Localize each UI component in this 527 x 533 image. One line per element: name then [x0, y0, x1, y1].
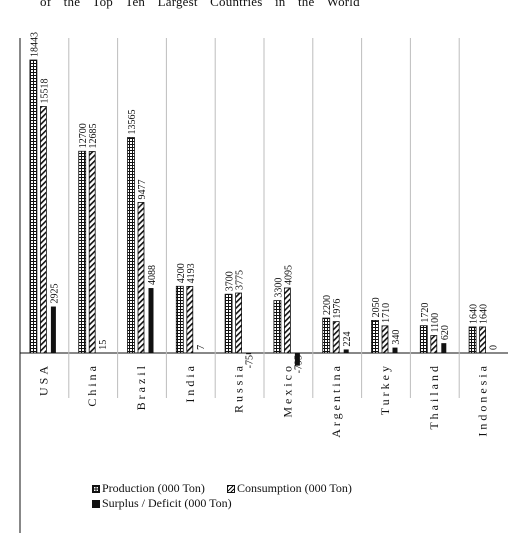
category-label-usa: USA: [36, 363, 50, 396]
bar-consumption-usa: [40, 106, 47, 354]
value-label: 12685: [88, 123, 99, 148]
value-label: 3700: [225, 271, 236, 291]
bar-surplus-brazil: [148, 288, 154, 353]
value-label: 3300: [273, 278, 284, 298]
value-label: 1720: [420, 303, 431, 323]
value-label: 15518: [39, 78, 50, 103]
bar-production-indonesia: [468, 326, 477, 354]
chart-title-fragment: of the Top Ten Largest Countries in the …: [40, 0, 360, 9]
bar-production-brazil: [127, 137, 135, 354]
value-label: 2925: [49, 284, 60, 304]
category-label-indonesia: Indonesia: [476, 363, 490, 437]
value-label: 9477: [137, 179, 148, 199]
bar-surplus-thailand: [441, 343, 447, 353]
bar-surplus-indonesia: [490, 353, 496, 354]
category-label-china: China: [85, 363, 99, 407]
category-label-argentina: Argentina: [329, 363, 343, 438]
bar-production-mexico: [273, 300, 282, 354]
bar-production-russia: [224, 293, 233, 354]
category-label-india: India: [183, 363, 197, 403]
value-label: 2050: [371, 297, 382, 317]
value-label: 224: [342, 331, 353, 346]
bar-surplus-usa: [50, 306, 56, 353]
value-label: 18443: [29, 32, 40, 57]
value-label: 12700: [78, 123, 89, 148]
value-label: 1710: [381, 303, 392, 323]
value-label: 1100: [430, 313, 441, 333]
bar-surplus-mexico: [294, 353, 300, 366]
category-label-russia: Russia: [232, 363, 246, 413]
value-label: 4095: [283, 265, 294, 285]
value-label: 15: [98, 340, 109, 350]
value-label: -795: [293, 355, 304, 373]
value-label: 2200: [322, 295, 333, 315]
value-label: 1640: [469, 304, 480, 324]
legend-label-consumption: Consumption (000 Ton): [236, 481, 352, 495]
bar-surplus-russia: [246, 353, 252, 355]
legend-label-production: Production (000 Ton): [102, 481, 205, 495]
bar-consumption-thailand: [430, 335, 438, 354]
bar-consumption-russia: [235, 292, 243, 354]
legend: Production (000 Ton) Consumption (000 To…: [92, 481, 352, 511]
bar-production-china: [78, 150, 87, 354]
bar-surplus-turkey: [392, 347, 398, 353]
bar-production-india: [175, 285, 184, 354]
bar-production-thailand: [419, 325, 428, 354]
bar-production-usa: [29, 59, 38, 354]
legend-swatch-consumption: [226, 484, 235, 493]
bar-production-argentina: [322, 317, 331, 354]
bar-consumption-turkey: [381, 325, 389, 354]
bar-surplus-india: [197, 352, 203, 354]
bar-consumption-brazil: [137, 202, 145, 354]
value-label: 4200: [176, 263, 187, 283]
value-label: -75: [245, 355, 256, 368]
bar-surplus-china: [99, 352, 105, 354]
value-label: 620: [440, 325, 451, 340]
value-label: 340: [391, 330, 402, 345]
bar-surplus-argentina: [343, 349, 349, 353]
bar-consumption-argentina: [332, 321, 340, 354]
bar-consumption-india: [186, 285, 194, 354]
value-label: 4088: [147, 265, 158, 285]
legend-swatch-surplus: [92, 499, 100, 508]
bar-consumption-china: [88, 151, 96, 354]
bars-layer: [29, 59, 496, 366]
bar-production-turkey: [371, 320, 379, 354]
value-labels-layer: 18443 15518 2925 12700 12685 15 13565 9477 4088 4…: [29, 32, 499, 373]
category-label-mexico: Mexico: [280, 363, 294, 418]
value-label: 3775: [235, 270, 246, 290]
value-label: 13565: [127, 109, 138, 134]
category-label-turkey: Turkey: [378, 363, 392, 415]
category-labels-layer: USA China Brazil India Russia Mexico Argentina…: [36, 363, 489, 438]
value-label: 7: [196, 345, 207, 350]
category-label-thailand: Thailand: [427, 363, 441, 430]
bar-consumption-mexico: [283, 287, 291, 354]
value-label: 1640: [479, 304, 490, 324]
legend-swatch-production: [92, 484, 100, 493]
bar-consumption-indonesia: [479, 326, 487, 354]
value-label: 4193: [186, 263, 197, 283]
value-label: 0: [489, 345, 500, 350]
value-label: 1976: [332, 299, 343, 319]
legend-label-surplus: Surplus / Deficit (000 Ton): [102, 496, 232, 510]
category-label-brazil: Brazil: [134, 363, 148, 410]
